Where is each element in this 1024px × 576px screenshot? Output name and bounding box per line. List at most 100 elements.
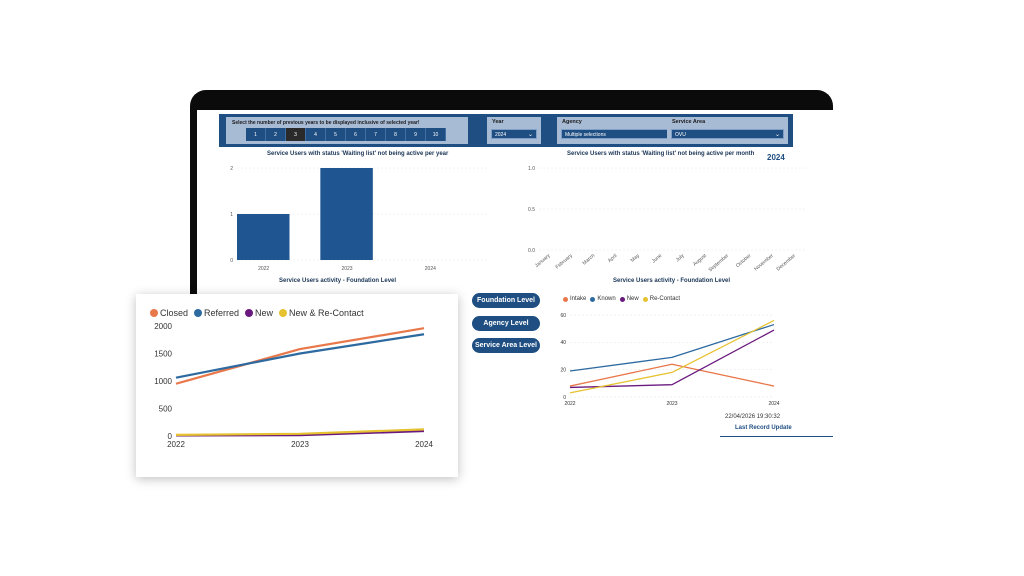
legend-label: New <box>626 296 639 302</box>
legend-marker <box>590 296 596 302</box>
legend-item-new-re-contact[interactable]: New & Re-Contact <box>279 308 364 318</box>
y-tick-label: 500 <box>159 404 173 413</box>
year-dropdown-value: 2024 <box>495 132 507 138</box>
legend-label: New & Re-Contact <box>289 308 364 318</box>
y-tick-label: 0.5 <box>528 207 535 213</box>
legend-item-new[interactable]: New <box>245 308 273 318</box>
x-tick-label: 2022 <box>258 266 269 272</box>
legend-marker <box>279 309 288 317</box>
service-area-dropdown-value: OVU <box>675 132 686 138</box>
x-tick-label: May <box>630 253 641 264</box>
x-tick-label: 2022 <box>167 440 185 449</box>
y-tick-label: 1000 <box>154 377 172 386</box>
month-bar-chart: 0.0 0.5 1.0 January February March April May Jun… <box>528 166 807 274</box>
year-count-button-2[interactable]: 2 <box>266 128 286 141</box>
year-count-button-6[interactable]: 6 <box>346 128 366 141</box>
year-count-button-1[interactable]: 1 <box>246 128 266 141</box>
legend-item-new[interactable]: New <box>619 296 639 302</box>
years-slicer: Select the number of previous years to b… <box>226 117 468 144</box>
chevron-down-icon: ⌄ <box>527 132 533 138</box>
y-tick-label: 0 <box>168 432 173 441</box>
legend-marker <box>642 296 648 302</box>
year-count-button-3[interactable]: 3 <box>286 128 306 141</box>
service-area-level-button[interactable]: Service Area Level <box>472 338 540 353</box>
legend-marker <box>194 309 203 317</box>
y-tick-label: 0 <box>563 395 566 401</box>
y-tick-label: 1500 <box>154 349 172 358</box>
x-tick-label: September <box>708 253 731 274</box>
series-line-referred[interactable] <box>175 333 425 379</box>
agency-slicer: Agency Multiple selections ⌄ <box>557 117 680 144</box>
service-area-dropdown[interactable]: OVU ⌄ <box>671 129 784 139</box>
x-tick-label: 2023 <box>291 440 309 449</box>
year-count-button-5[interactable]: 5 <box>326 128 346 141</box>
legend-item-referred[interactable]: Referred <box>194 308 239 318</box>
series-line-new-re-contact[interactable] <box>175 428 425 436</box>
x-tick-label: July <box>675 253 686 264</box>
activity-left-title: Service Users activity - Foundation Leve… <box>279 278 397 284</box>
y-tick-label: 0 <box>230 258 233 264</box>
y-tick-label: 0.0 <box>528 248 535 254</box>
series-line-re-contact[interactable] <box>569 319 775 394</box>
x-tick-label: January <box>534 253 552 269</box>
service-area-slicer: Service Area OVU ⌄ <box>667 117 788 144</box>
x-tick-label: 2023 <box>341 266 352 272</box>
x-tick-label: 2024 <box>415 440 433 449</box>
legend-label: Intake <box>570 296 587 302</box>
x-tick-label: 2022 <box>564 401 575 407</box>
last-update-label: Last Record Update <box>735 425 792 431</box>
slicer-bar: Select the number of previous years to b… <box>219 114 793 147</box>
legend-marker <box>563 296 568 302</box>
year-count-button-4[interactable]: 4 <box>306 128 326 141</box>
y-tick-label: 20 <box>560 367 566 373</box>
zoomed-line-chart: 0 500 1000 1500 2000 2022 2023 2024 <box>154 322 433 449</box>
agency-dropdown[interactable]: Multiple selections ⌄ <box>561 129 676 139</box>
foundation-level-button[interactable]: Foundation Level <box>472 293 540 308</box>
year-bar-chart: 0 1 2 2022 2023 2024 <box>230 166 487 272</box>
service-area-slicer-label: Service Area <box>672 119 706 125</box>
x-tick-label: February <box>555 253 575 271</box>
legend-item-closed[interactable]: Closed <box>150 308 188 318</box>
bar-2022[interactable] <box>237 214 290 260</box>
series-line-closed[interactable] <box>175 327 425 385</box>
zoomed-chart-legend: Closed Referred New New & Re-Contact <box>150 308 364 318</box>
zoomed-activity-card: Closed Referred New New & Re-Contact 0 500 10… <box>136 294 458 477</box>
legend-label: Closed <box>160 308 189 318</box>
x-tick-label: December <box>776 253 798 273</box>
year-count-button-9[interactable]: 9 <box>406 128 426 141</box>
month-chart-year-badge: 2024 <box>767 153 785 162</box>
year-slicer-label: Year <box>492 119 504 125</box>
years-slicer-title: Select the number of previous years to b… <box>232 120 420 126</box>
legend-marker <box>150 309 158 317</box>
bar-2023[interactable] <box>320 168 373 260</box>
last-update-timestamp: 22/04/2026 19:30:32 <box>725 414 781 420</box>
series-line-intake[interactable] <box>569 363 775 387</box>
year-button-group: 1 2 3 4 5 6 7 8 9 10 <box>246 128 446 141</box>
legend-label: Re-Contact <box>649 296 681 302</box>
legend-label: Referred <box>204 308 240 318</box>
legend-label: Known <box>597 296 616 302</box>
y-tick-label: 2000 <box>154 322 172 331</box>
series-line-new[interactable] <box>569 329 775 389</box>
activity-right-title: Service Users activity - Foundation Leve… <box>613 278 731 284</box>
legend-item-intake[interactable]: Intake <box>563 296 586 302</box>
legend-marker <box>619 296 625 302</box>
x-tick-label: March <box>582 253 597 267</box>
year-count-button-7[interactable]: 7 <box>366 128 386 141</box>
legend-item-known[interactable]: Known <box>590 296 616 302</box>
y-tick-label: 2 <box>230 166 233 172</box>
year-dropdown[interactable]: 2024 ⌄ <box>491 129 537 139</box>
year-count-button-10[interactable]: 10 <box>426 128 446 141</box>
x-tick-label: April <box>607 253 619 264</box>
divider <box>720 436 833 437</box>
year-slicer: Year 2024 ⌄ <box>487 117 541 144</box>
chevron-down-icon: ⌄ <box>774 132 780 138</box>
activity-line-chart: 0 20 40 60 2022 2023 2024 <box>560 313 779 407</box>
x-tick-label: November <box>753 253 775 273</box>
agency-slicer-label: Agency <box>562 119 582 125</box>
agency-level-button[interactable]: Agency Level <box>472 316 540 331</box>
series-line-known[interactable] <box>569 323 775 372</box>
year-count-button-8[interactable]: 8 <box>386 128 406 141</box>
x-tick-label: October <box>735 253 753 269</box>
legend-item-re-contact[interactable]: Re-Contact <box>642 296 681 302</box>
